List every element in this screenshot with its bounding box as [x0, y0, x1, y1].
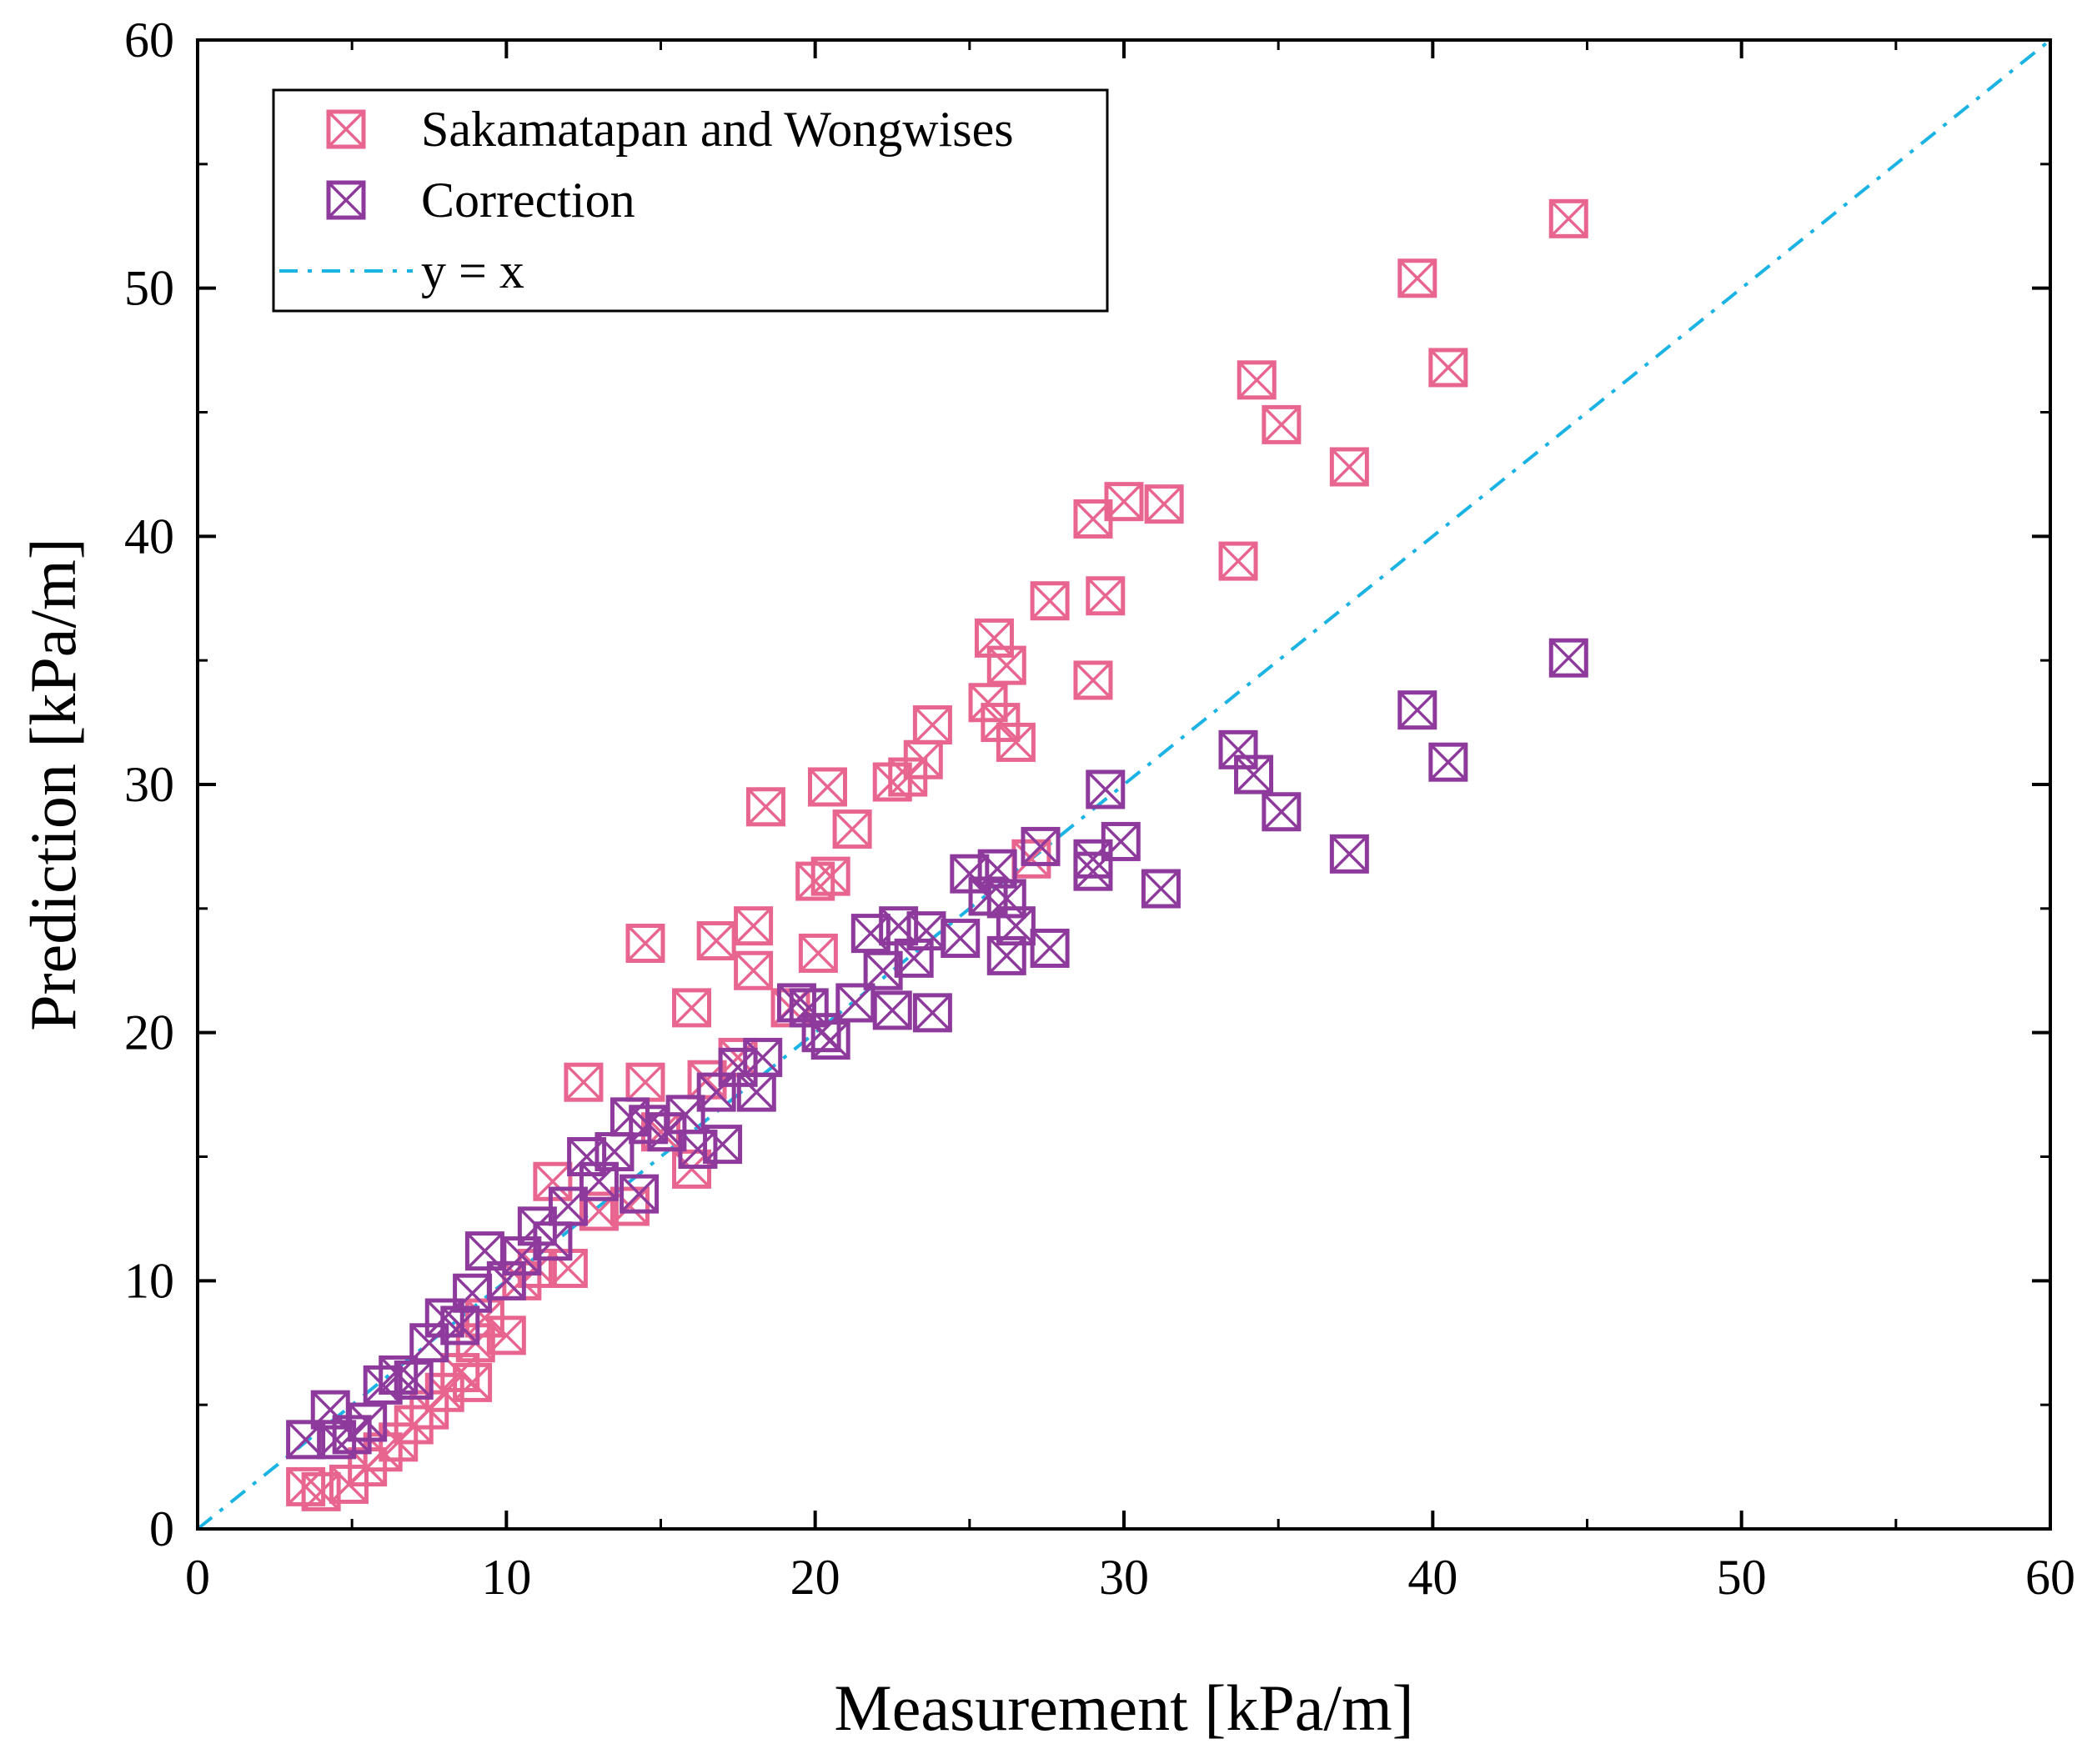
legend-box — [272, 88, 1109, 313]
point-sakamatapan — [1073, 660, 1113, 700]
point-correction — [1329, 834, 1369, 874]
point-correction — [1021, 826, 1061, 866]
legend-label-correction: Correction — [421, 173, 635, 228]
point-sakamatapan — [696, 921, 736, 961]
point-sakamatapan — [986, 645, 1026, 685]
point-sakamatapan — [832, 809, 872, 849]
point-correction — [1141, 869, 1181, 909]
point-correction — [789, 988, 829, 1028]
point-correction — [1397, 690, 1437, 730]
y-tick-label: 40 — [124, 509, 174, 564]
x-tick-label: 0 — [185, 1550, 210, 1605]
point-sakamatapan — [672, 988, 712, 1028]
point-correction — [1101, 821, 1141, 861]
point-correction — [620, 1174, 660, 1214]
point-correction — [1030, 928, 1070, 968]
point-sakamatapan — [912, 705, 952, 745]
x-tick-label: 40 — [1407, 1550, 1457, 1605]
y-tick-label: 20 — [124, 1005, 174, 1060]
point-correction — [1548, 638, 1588, 678]
y-tick-label: 60 — [124, 13, 174, 68]
point-correction — [440, 1305, 480, 1346]
point-correction — [1234, 754, 1274, 794]
legend: Sakamatapan and Wongwises Correction y =… — [272, 88, 1109, 313]
point-correction — [394, 1360, 434, 1400]
point-sakamatapan — [1086, 576, 1126, 616]
point-sakamatapan — [734, 906, 774, 946]
point-sakamatapan — [1428, 348, 1468, 388]
point-sakamatapan — [625, 924, 665, 964]
point-sakamatapan — [1548, 198, 1588, 238]
point-sakamatapan — [745, 787, 785, 827]
point-correction — [810, 1020, 850, 1060]
point-correction — [835, 983, 875, 1023]
point-sakamatapan — [810, 856, 850, 896]
y-axis-title: Prediction [kPa/m] — [17, 538, 89, 1030]
y-tick-label: 50 — [124, 261, 174, 316]
point-correction — [941, 919, 981, 959]
point-sakamatapan — [974, 618, 1014, 658]
point-sakamatapan — [1104, 482, 1144, 522]
point-sakamatapan — [564, 1062, 604, 1102]
point-correction — [1428, 742, 1468, 782]
point-correction — [1086, 769, 1126, 809]
legend-marker-shape — [326, 109, 366, 149]
point-sakamatapan — [1011, 839, 1051, 879]
point-correction — [872, 990, 912, 1030]
point-sakamatapan — [486, 1315, 526, 1356]
point-sakamatapan — [996, 722, 1036, 762]
point-sakamatapan — [1397, 258, 1437, 298]
point-sakamatapan — [1262, 404, 1302, 444]
point-correction — [348, 1402, 388, 1442]
legend-item-correction: Correction — [326, 173, 635, 228]
point-sakamatapan — [968, 683, 1008, 723]
point-sakamatapan — [807, 767, 847, 807]
legend-item-sakamatapan: Sakamatapan and Wongwises — [326, 102, 1014, 157]
point-correction — [1262, 792, 1302, 832]
point-sakamatapan — [798, 933, 838, 973]
point-sakamatapan — [1144, 484, 1184, 524]
y-tick-label: 10 — [124, 1253, 174, 1308]
point-sakamatapan — [1218, 541, 1258, 581]
x-tick-label: 20 — [790, 1550, 840, 1605]
legend-marker-shape — [326, 180, 366, 220]
x-tick-label: 60 — [2025, 1550, 2075, 1605]
point-correction — [743, 1037, 783, 1077]
x-tick-label: 50 — [1717, 1550, 1767, 1605]
legend-label-sakamatapan: Sakamatapan and Wongwises — [421, 102, 1014, 157]
point-sakamatapan — [453, 1362, 493, 1402]
point-sakamatapan — [1329, 447, 1369, 487]
legend-item-identity-line: y = x — [279, 243, 524, 298]
legend-marker-correction — [326, 180, 366, 220]
x-tick-label: 10 — [481, 1550, 531, 1605]
point-sakamatapan — [1237, 360, 1277, 400]
point-correction — [986, 879, 1026, 919]
point-correction — [912, 993, 952, 1033]
point-correction — [696, 1072, 736, 1112]
point-correction — [703, 1125, 743, 1165]
y-tick-label: 30 — [124, 757, 174, 812]
x-tick-label: 30 — [1099, 1550, 1149, 1605]
y-tick-label: 0 — [149, 1501, 174, 1556]
legend-label-identity-line: y = x — [421, 243, 524, 298]
point-sakamatapan — [1030, 581, 1070, 621]
point-sakamatapan — [625, 1062, 665, 1102]
x-axis-title: Measurement [kPa/m] — [834, 1671, 1413, 1744]
point-sakamatapan — [734, 950, 774, 990]
legend-marker-sakamatapan — [326, 109, 366, 149]
